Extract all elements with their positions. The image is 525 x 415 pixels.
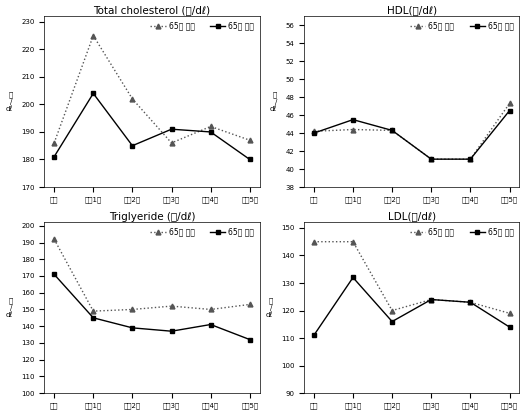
Legend: 65세 미만, 65세 이상: 65세 미만, 65세 이상 <box>408 20 516 32</box>
Y-axis label: ㎎
/
dℓ: ㎎ / dℓ <box>270 91 277 112</box>
Y-axis label: ㎎
/
dℓ: ㎎ / dℓ <box>6 298 13 318</box>
Title: Triglyeride (㎎/dℓ): Triglyeride (㎎/dℓ) <box>109 212 195 222</box>
Y-axis label: ㎎
/
dℓ: ㎎ / dℓ <box>6 91 13 112</box>
Legend: 65세 미만, 65세 이상: 65세 미만, 65세 이상 <box>149 20 256 32</box>
Legend: 65세 미만, 65세 이상: 65세 미만, 65세 이상 <box>408 226 516 238</box>
Legend: 65세 미만, 65세 이상: 65세 미만, 65세 이상 <box>149 226 256 238</box>
Y-axis label: ㎎
/
dℓ: ㎎ / dℓ <box>265 298 272 318</box>
Title: HDL(㎎/dℓ): HDL(㎎/dℓ) <box>386 5 437 15</box>
Title: Total cholesterol (㎎/dℓ): Total cholesterol (㎎/dℓ) <box>93 5 211 15</box>
Title: LDL(㎎/dℓ): LDL(㎎/dℓ) <box>387 212 436 222</box>
